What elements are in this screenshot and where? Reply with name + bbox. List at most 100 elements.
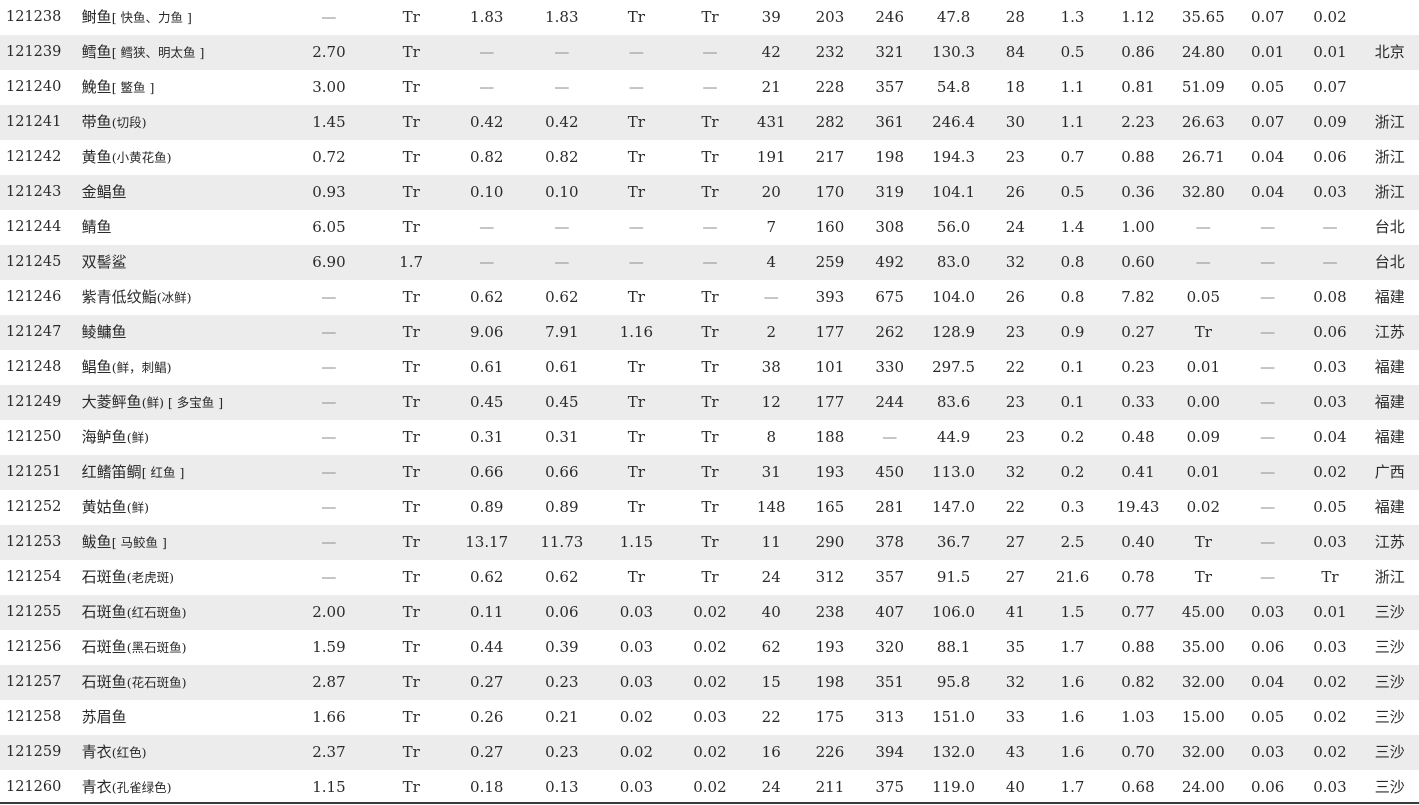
nutrient-value: 1.66 (312, 708, 346, 726)
food-name-cell: 石斑鱼(红石斑鱼) (80, 595, 284, 630)
nutrient-value: 0.88 (1121, 638, 1155, 656)
nutrient-value: 0.42 (545, 113, 579, 131)
nutrient-value: — (1260, 323, 1276, 341)
nutrient-value: 0.23 (1121, 358, 1155, 376)
nutrient-value: — (479, 253, 495, 271)
nutrient-value: Tr (1194, 533, 1212, 551)
nutrient-value: 313 (875, 708, 905, 726)
nutrient-value: 1.1 (1060, 78, 1085, 96)
nutrient-value: 0.06 (1313, 323, 1347, 341)
nutrient-value: Tr (701, 498, 719, 516)
nutrient-value: 83.6 (936, 393, 971, 411)
nutrient-value: 394 (875, 743, 905, 761)
nutrient-value: — (321, 428, 337, 446)
nutrient-value: 244 (875, 393, 905, 411)
food-name-note: (孔雀绿色) (111, 780, 172, 795)
nutrient-value: 1.7 (399, 253, 424, 271)
food-code: 121250 (6, 429, 62, 445)
food-name: 双髻鲨 (81, 253, 127, 271)
table-row: 121239 鳕鱼[ 鳕狭、明太鱼 ] 2.70 Tr — — — — 42 232 321 130.… (0, 35, 1419, 70)
nutrient-value: 0.88 (1121, 148, 1155, 166)
food-code: 121253 (6, 534, 62, 550)
nutrient-value: 361 (875, 113, 905, 131)
food-code: 121256 (6, 639, 62, 655)
sample-origin: 浙江 (1374, 568, 1405, 586)
nutrient-value: 0.02 (1313, 743, 1347, 761)
nutrient-value: Tr (627, 428, 645, 446)
nutrient-value: 0.04 (1250, 183, 1285, 201)
nutrient-value: — (763, 288, 779, 306)
nutrient-value: 0.7 (1060, 148, 1085, 166)
nutrient-value: 27 (1005, 568, 1025, 586)
nutrient-value: Tr (402, 778, 420, 796)
nutrient-value: 0.02 (619, 708, 654, 726)
food-name-cell: 石斑鱼(老虎斑) (80, 560, 284, 595)
sample-origin: 台北 (1374, 218, 1405, 236)
nutrient-value: 0.5 (1060, 183, 1085, 201)
nutrient-value: 130.3 (932, 43, 976, 61)
nutrient-value: Tr (402, 323, 420, 341)
nutrient-value: 0.62 (545, 568, 579, 586)
sample-origin: 北京 (1374, 43, 1405, 61)
nutrient-value: 193 (815, 638, 845, 656)
nutrient-value: Tr (627, 568, 645, 586)
food-code: 121255 (6, 604, 62, 620)
nutrient-value: 259 (815, 253, 845, 271)
nutrient-value: 32.00 (1181, 743, 1225, 761)
nutrient-value: 262 (875, 323, 905, 341)
nutrient-value: 308 (875, 218, 905, 236)
nutrient-value: 1.3 (1060, 8, 1085, 26)
nutrient-value: 0.02 (619, 743, 654, 761)
nutrient-value: 0.66 (470, 463, 504, 481)
nutrient-value: 24 (761, 568, 781, 586)
food-name: 青衣 (81, 778, 112, 796)
food-name-cell: 鲳鱼(鲜，刺鲳) (80, 350, 284, 385)
nutrient-value: 238 (815, 603, 845, 621)
nutrient-value: 0.04 (1250, 673, 1285, 691)
nutrient-value: 0.61 (470, 358, 504, 376)
nutrient-value: 3.00 (312, 78, 346, 96)
nutrient-value: 0.8 (1060, 253, 1085, 271)
food-code: 121240 (6, 79, 62, 95)
nutrient-value: 0.68 (1121, 778, 1155, 796)
nutrient-value: 32 (1005, 253, 1025, 271)
nutrient-value: 0.62 (470, 288, 504, 306)
nutrient-value: 13.17 (465, 533, 509, 551)
nutrient-value: 101 (815, 358, 845, 376)
nutrient-value: 32 (1005, 463, 1025, 481)
nutrient-value: 42 (761, 43, 781, 61)
food-name-cell: 黄鱼(小黄花鱼) (80, 140, 284, 175)
sample-origin: 三沙 (1374, 638, 1405, 656)
nutrient-value: 1.7 (1060, 778, 1085, 796)
nutrient-value: 0.02 (1313, 8, 1347, 26)
nutrient-value: 47.8 (936, 8, 971, 26)
nutrient-value: 6.90 (312, 253, 346, 271)
nutrient-value: 0.60 (1121, 253, 1155, 271)
bottom-rule (0, 802, 1419, 804)
nutrient-value: — (1260, 568, 1276, 586)
nutrient-value: 4 (766, 253, 776, 271)
nutrient-value: 1.03 (1121, 708, 1155, 726)
nutrient-value: 1.00 (1121, 218, 1155, 236)
nutrient-value: 0.01 (1313, 43, 1347, 61)
food-name: 鳕鱼 (81, 43, 112, 61)
nutrient-value: — (702, 253, 718, 271)
nutrient-value: 88.1 (936, 638, 971, 656)
nutrient-value: 0.21 (545, 708, 579, 726)
table-row: 121247 鲮鳙鱼 — Tr 9.06 7.91 1.16 Tr 2 177 262 128.9 23… (0, 315, 1419, 350)
food-name-note: [ 鳕狭、明太鱼 ] (111, 45, 205, 60)
food-name: 鲭鱼 (81, 218, 112, 236)
food-name-cell: 青衣(红色) (80, 735, 284, 770)
food-code: 121258 (6, 709, 62, 725)
food-name: 鲳鱼 (81, 358, 112, 376)
nutrient-value: Tr (627, 393, 645, 411)
nutrient-value: Tr (402, 78, 420, 96)
nutrient-value: Tr (701, 288, 719, 306)
food-name-cell: 紫青低纹鮨(冰鲜) (80, 280, 284, 315)
nutrient-value: — (628, 253, 644, 271)
nutrient-value: — (1260, 393, 1276, 411)
nutrient-value: 21.6 (1055, 568, 1090, 586)
nutrient-value: 7.91 (545, 323, 579, 341)
nutrient-value: 2.70 (312, 43, 346, 61)
